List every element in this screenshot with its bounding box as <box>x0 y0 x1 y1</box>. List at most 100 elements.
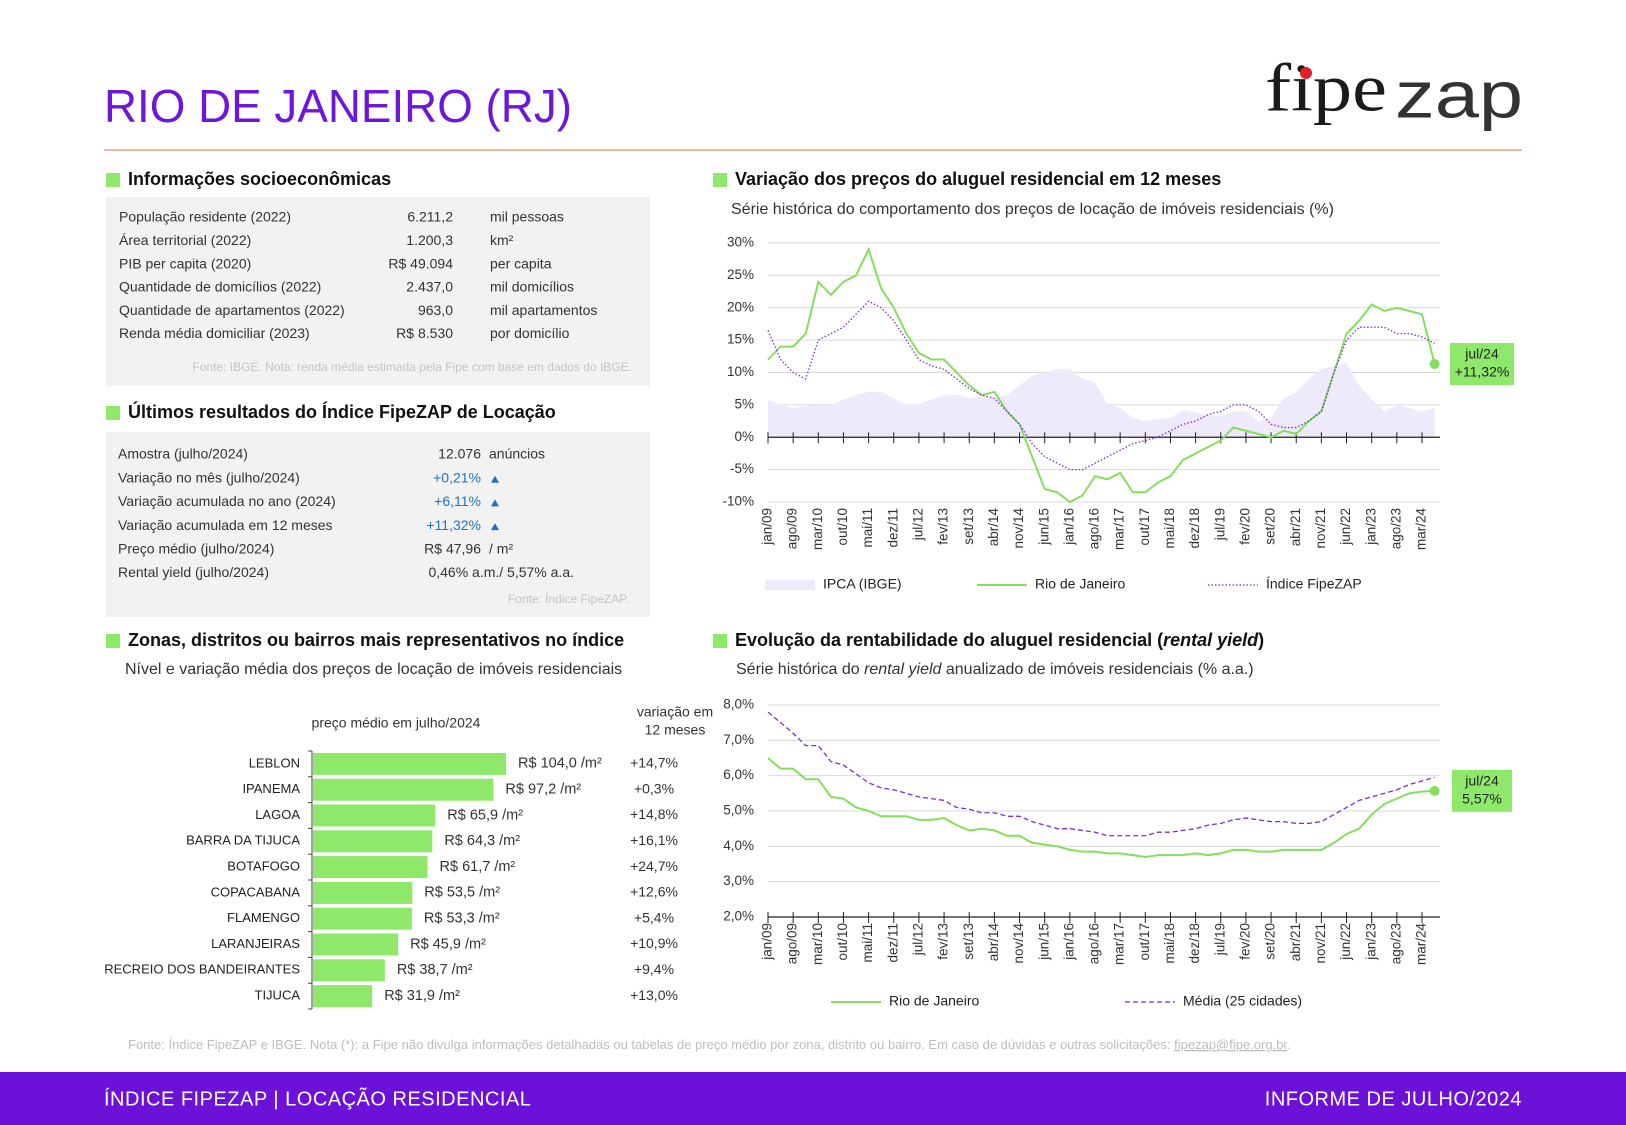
x-tick-label: mar/24 <box>1414 923 1429 966</box>
y-tick-label: 3,0% <box>723 873 754 888</box>
change-label: +13,0% <box>630 987 678 1003</box>
footer-note: Fonte: Índice FipeZAP e IBGE. Nota (*): … <box>128 1037 1291 1052</box>
y-tick-label: 30% <box>727 235 754 250</box>
legend-label: Rio de Janeiro <box>889 993 979 1009</box>
row-unit: anúncios <box>489 446 545 462</box>
up-arrow <box>491 499 499 507</box>
up-arrow <box>491 475 499 483</box>
y-tick-label: 7,0% <box>723 732 754 747</box>
x-tick-label: set/13 <box>961 923 976 960</box>
x-tick-label: dez/11 <box>885 508 900 548</box>
x-tick-label: nov/21 <box>1313 923 1328 964</box>
x-tick-label: mar/17 <box>1112 923 1127 965</box>
x-tick-label: jul/12 <box>910 923 925 956</box>
change-label: +14,7% <box>630 755 678 771</box>
row-value: 2.437,0 <box>406 279 453 295</box>
end-point <box>1429 358 1440 369</box>
row-value: +6,11% <box>434 493 481 509</box>
line-series <box>767 757 1435 858</box>
x-tick-label: abr/21 <box>1288 923 1303 961</box>
x-tick-label: dez/11 <box>885 923 900 963</box>
legend-label: Rio de Janeiro <box>1035 576 1125 592</box>
annotation-label: jul/24 <box>1464 773 1499 789</box>
row-label: Amostra (julho/2024) <box>118 446 248 462</box>
info-box <box>106 197 650 386</box>
page-title: RIO DE JANEIRO (RJ) <box>104 80 572 132</box>
change-label: +14,8% <box>630 806 678 822</box>
line-series <box>767 300 1435 471</box>
y-tick-label: -5% <box>730 461 754 476</box>
row-value: R$ 49.094 <box>388 255 453 271</box>
row-label: Renda média domiciliar (2023) <box>119 325 310 341</box>
x-tick-label: mai/18 <box>1162 508 1177 549</box>
row-unit: por domicílio <box>490 325 570 341</box>
y-tick-label: 8,0% <box>723 697 754 712</box>
row-unit: per capita <box>490 255 552 271</box>
row-unit: mil domicílios <box>490 279 574 295</box>
x-tick-label: fev/20 <box>1237 923 1252 960</box>
note-end: . <box>1287 1037 1291 1052</box>
x-tick-label: fev/13 <box>936 508 951 545</box>
value-label: R$ 53,3 /m² <box>424 911 500 927</box>
chart-subtitle: Nível e variação média dos preços de loc… <box>125 661 622 678</box>
bar <box>313 985 373 1008</box>
logo-fipe: fipe <box>1265 50 1387 126</box>
x-tick-label: ago/09 <box>785 923 800 964</box>
x-tick-label: nov/14 <box>1011 508 1026 549</box>
note-text: Fonte: Índice FipeZAP e IBGE. Nota (*): … <box>128 1037 1174 1052</box>
bar <box>313 830 433 853</box>
x-tick-label: abr/14 <box>986 923 1001 962</box>
row-label: Rental yield (julho/2024) <box>118 564 269 580</box>
x-tick-label: jul/12 <box>910 508 925 541</box>
chart-subtitle-part: anualizado de imóveis residenciais (% a.… <box>941 661 1253 678</box>
legend-swatch <box>765 580 815 590</box>
row-value: 963,0 <box>418 302 453 318</box>
logo-dot <box>1300 67 1312 79</box>
area <box>768 362 1435 438</box>
annotation-value: +11,32% <box>1455 364 1510 380</box>
x-tick-label: mai/18 <box>1162 923 1177 964</box>
x-tick-label: mai/11 <box>860 923 875 963</box>
row-value: 0,46% a.m./ 5,57% a.a. <box>428 564 574 580</box>
value-label: R$ 31,9 /m² <box>384 988 460 1004</box>
annotation-box <box>1450 342 1514 385</box>
change-label: +16,1% <box>630 832 678 848</box>
x-tick-label: jul/19 <box>1212 923 1227 956</box>
row-unit: mil apartamentos <box>490 302 597 318</box>
x-tick-label: jul/19 <box>1212 508 1227 541</box>
value-label: R$ 45,9 /m² <box>410 936 486 952</box>
row-label: População residente (2022) <box>119 209 291 225</box>
x-tick-label: jan/16 <box>1061 923 1076 961</box>
legend-label: Média (25 cidades) <box>1183 993 1302 1009</box>
row-label: Quantidade de apartamentos (2022) <box>119 302 345 318</box>
category-label: BARRA DA TIJUCA <box>186 833 300 848</box>
x-tick-label: out/10 <box>835 923 850 961</box>
chart-subtitle: Série histórica do comportamento dos pre… <box>731 201 1334 218</box>
footer-right: INFORME DE JULHO/2024 <box>1265 1088 1522 1110</box>
row-value: 12.076 <box>438 446 481 462</box>
logo-zap: zap <box>1395 57 1523 131</box>
footer-band <box>0 1072 1626 1125</box>
email-link[interactable]: fipezap@fipe.org.br <box>1174 1037 1288 1052</box>
bar <box>313 804 436 827</box>
row-value: 1.200,3 <box>406 232 453 248</box>
value-label: R$ 104,0 /m² <box>518 756 602 772</box>
bar <box>313 778 494 801</box>
x-tick-label: abr/14 <box>986 508 1001 547</box>
end-point <box>1429 785 1440 796</box>
value-label: R$ 97,2 /m² <box>505 782 581 798</box>
value-label: R$ 38,7 /m² <box>397 962 473 978</box>
row-label: PIB per capita (2020) <box>119 255 251 271</box>
x-tick-label: out/10 <box>835 508 850 546</box>
row-label: Variação acumulada em 12 meses <box>118 517 333 533</box>
chart-subtitle-part: Série histórica do <box>736 661 864 678</box>
x-tick-label: set/20 <box>1263 508 1278 545</box>
bar <box>313 881 413 904</box>
y-tick-label: 20% <box>727 299 754 314</box>
change-label: +12,6% <box>630 884 678 900</box>
x-tick-label: ago/23 <box>1388 923 1403 964</box>
category-label: RECREIO DOS BANDEIRANTES <box>104 962 300 977</box>
category-label: FLAMENGO <box>227 910 300 925</box>
value-label: R$ 64,3 /m² <box>444 833 520 849</box>
